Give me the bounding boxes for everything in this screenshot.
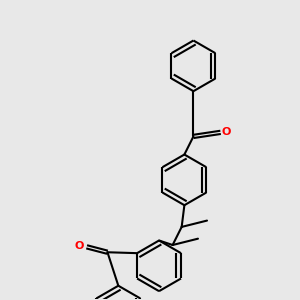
Text: O: O <box>222 127 231 137</box>
Text: O: O <box>75 242 84 251</box>
